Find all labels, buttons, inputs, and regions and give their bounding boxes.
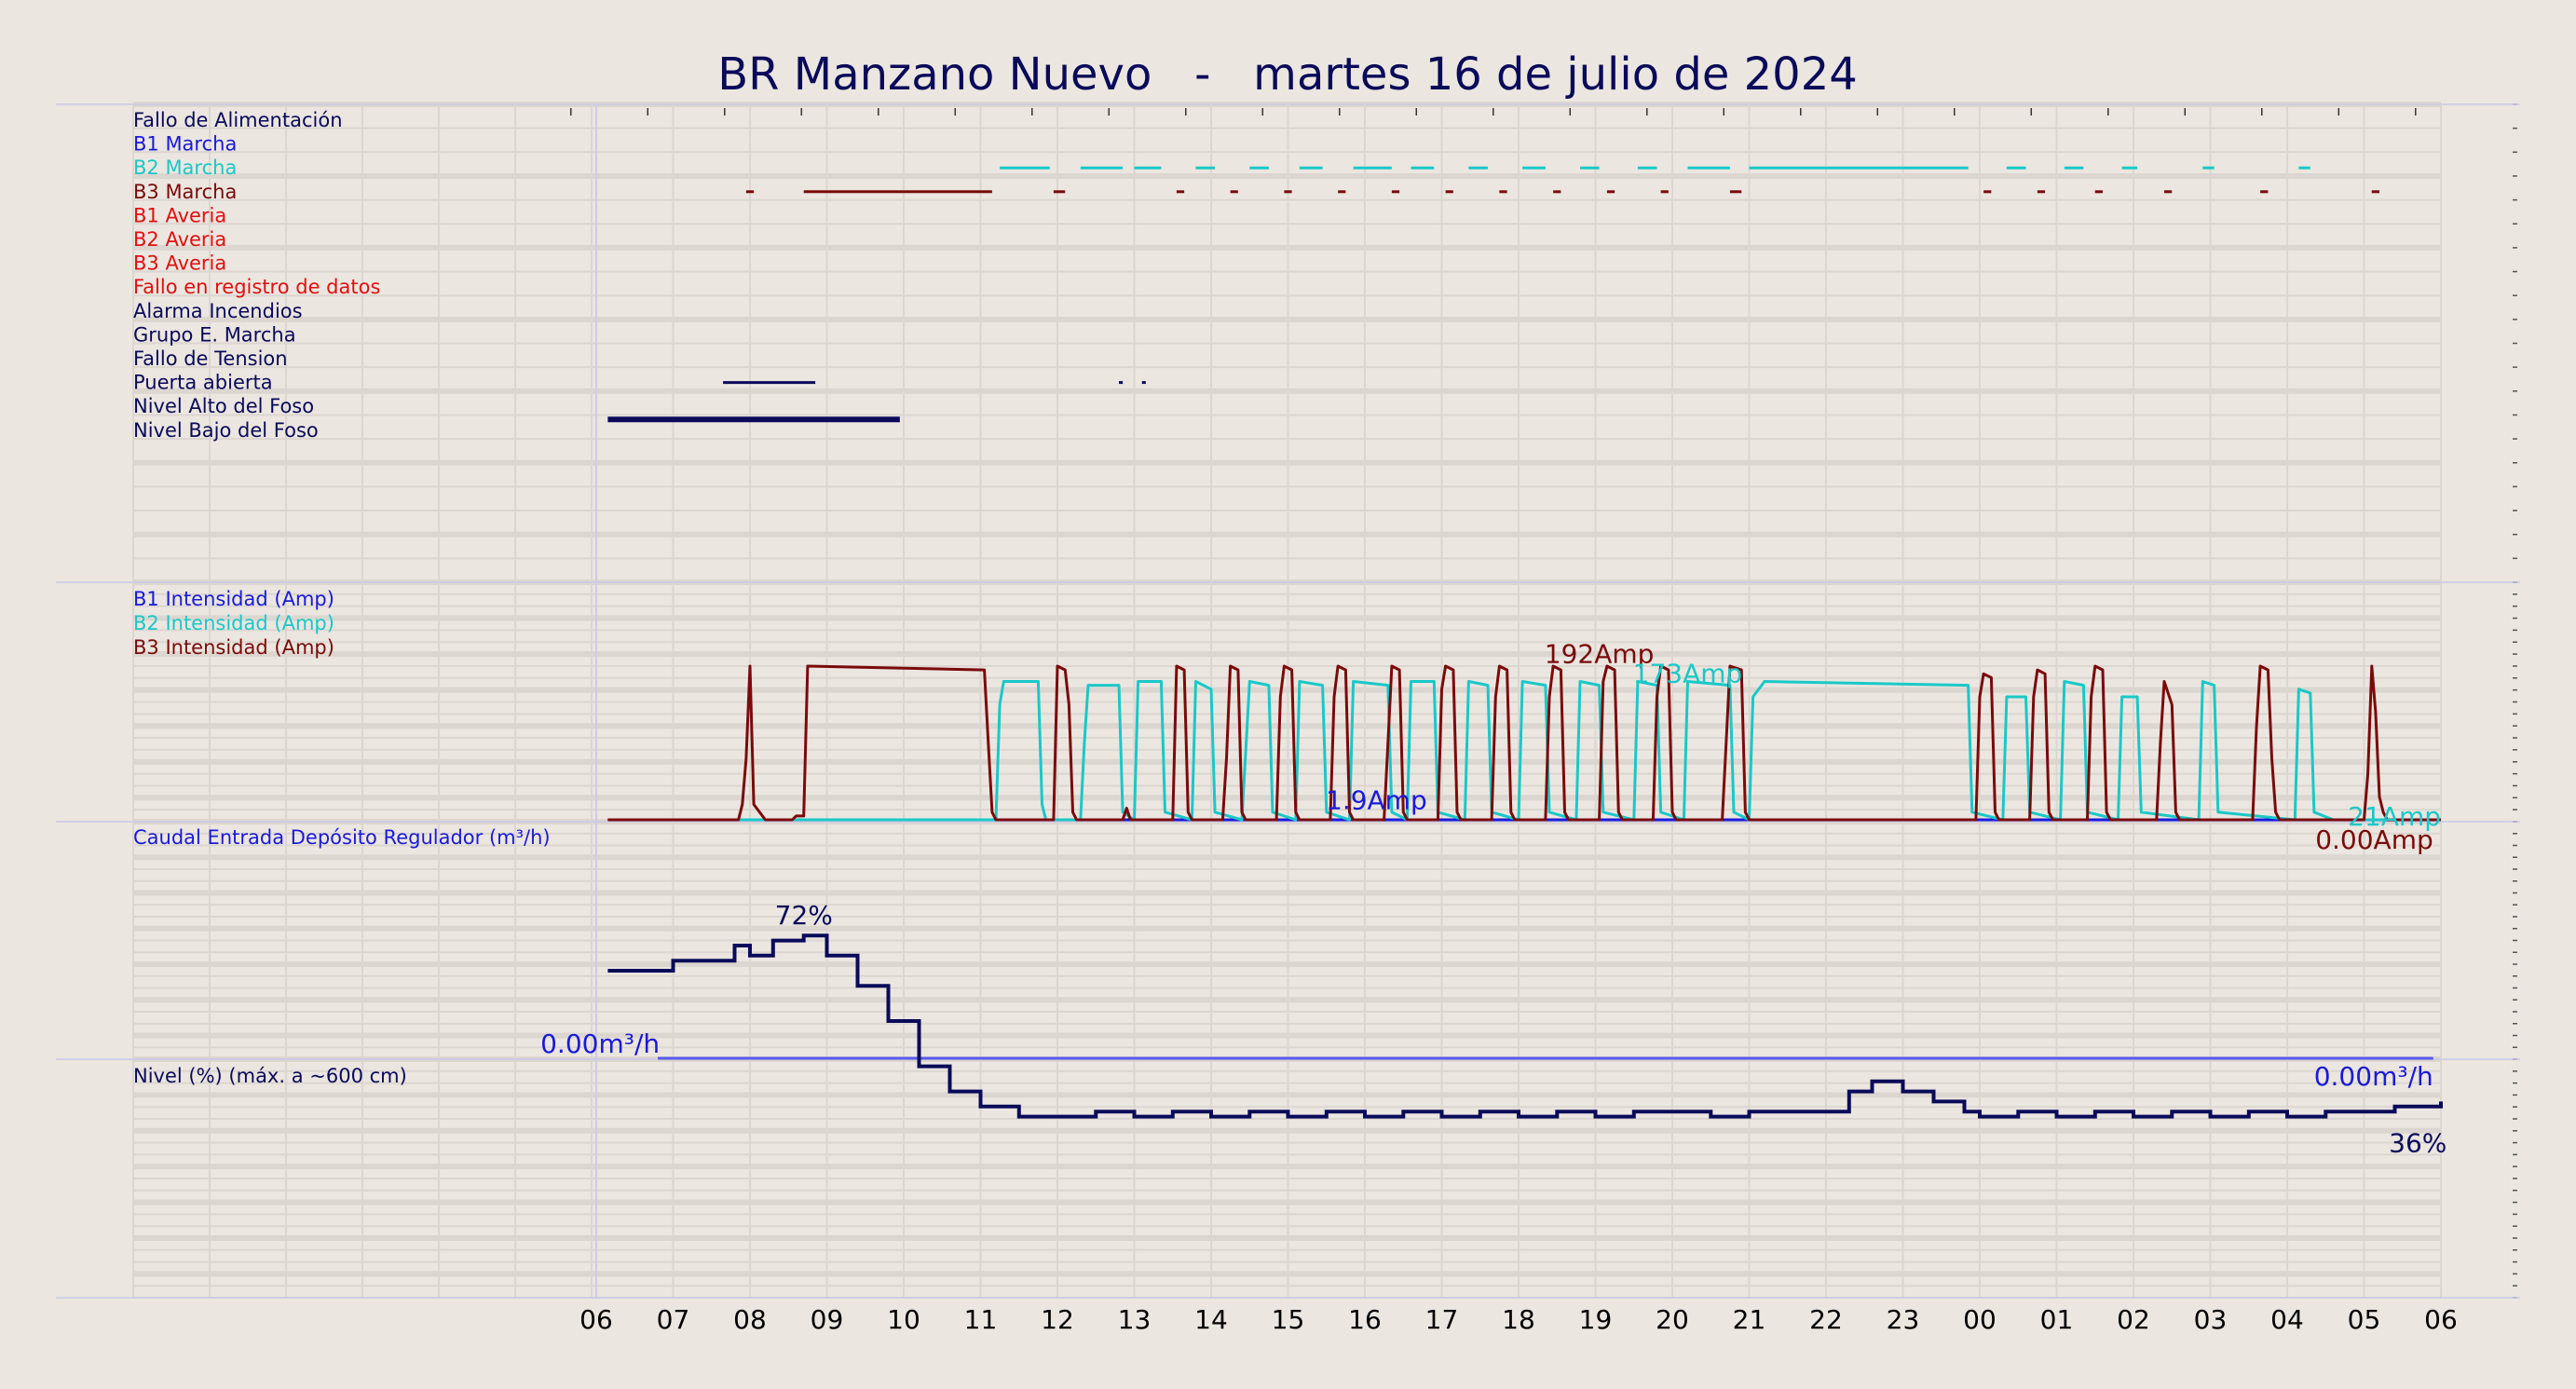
x-tick-label: 06 (579, 1304, 613, 1335)
legend-entry: B3 Intensidad (Amp) (133, 636, 334, 659)
legend-entry: Nivel (%) (máx. a ~600 cm) (133, 1065, 407, 1087)
x-tick-label: 12 (1041, 1304, 1074, 1335)
x-tick-label: 07 (657, 1304, 690, 1335)
x-tick-label: 13 (1118, 1304, 1152, 1335)
data-label: 1.9Amp (1326, 784, 1427, 815)
series-line (607, 933, 2443, 1119)
timeline-label: Alarma Incendios (133, 300, 303, 322)
timeline-label: Puerta abierta (133, 372, 273, 394)
x-tick-label: 03 (2194, 1304, 2228, 1335)
x-tick-label: 17 (1425, 1304, 1459, 1335)
x-tick-label: 18 (1502, 1304, 1535, 1335)
x-tick-label: 08 (733, 1304, 767, 1335)
timeline-label: Nivel Bajo del Foso (133, 419, 319, 442)
timeline-label: Fallo de Tension (133, 347, 288, 370)
x-tick-label: 05 (2348, 1304, 2381, 1335)
x-tick-label: 14 (1194, 1304, 1228, 1335)
timeline-label: B2 Marcha (133, 157, 237, 179)
data-layer (607, 166, 2443, 1119)
chart-title: BR Manzano Nuevo - martes 16 de julio de… (717, 48, 1858, 101)
x-tick-label: 10 (887, 1304, 920, 1335)
data-label: 173Amp (1633, 658, 1743, 688)
series-line (607, 664, 2441, 822)
x-tick-label: 00 (1963, 1304, 1997, 1335)
legend-entry: Caudal Entrada Depósito Regulador (m³/h) (133, 826, 551, 849)
x-tick-label: 15 (1272, 1304, 1305, 1335)
x-tick-label: 01 (2040, 1304, 2074, 1335)
timeline-label: B3 Marcha (133, 181, 237, 203)
data-label: 0.00m³/h (540, 1028, 660, 1059)
label-layer: 06 07 08 09 10 11 12 13 14 15 16 17 18 19 20 21 22 23 00 01… (133, 109, 2458, 1335)
x-tick-label: 09 (811, 1304, 844, 1335)
grid-layer (56, 102, 2520, 1299)
x-tick-label: 20 (1656, 1304, 1689, 1335)
timeline-label: B1 Averia (133, 204, 226, 226)
x-tick-label: 11 (964, 1304, 998, 1335)
data-label: 72% (775, 900, 833, 931)
timeline-label: Nivel Alto del Foso (133, 395, 314, 417)
x-tick-label: 23 (1887, 1304, 1920, 1335)
data-label: 0.00Amp (2315, 824, 2433, 855)
timeline-label: Fallo en registro de datos (133, 276, 380, 298)
series-line (607, 680, 2441, 822)
data-label: 36% (2389, 1128, 2447, 1159)
x-tick-label: 16 (1348, 1304, 1382, 1335)
legend-entry: B2 Intensidad (Amp) (133, 612, 334, 634)
x-tick-label: 22 (1809, 1304, 1843, 1335)
x-tick-label: 06 (2424, 1304, 2458, 1335)
timeline-label: B3 Averia (133, 252, 226, 275)
data-label: 0.00m³/h (2314, 1061, 2433, 1092)
data-label: 21Amp (2348, 801, 2441, 832)
x-tick-label: 19 (1579, 1304, 1613, 1335)
x-tick-label: 04 (2270, 1304, 2304, 1335)
timeline-label: Grupo E. Marcha (133, 323, 296, 346)
x-tick-label: 21 (1733, 1304, 1766, 1335)
timeline-label: B1 Marcha (133, 133, 237, 156)
timeline-label: B2 Averia (133, 228, 226, 251)
data-label: 192Amp (1545, 639, 1655, 670)
timeline-label: Fallo de Alimentación (133, 109, 343, 131)
legend-entry: B1 Intensidad (Amp) (133, 588, 334, 610)
x-tick-label: 02 (2117, 1304, 2150, 1335)
